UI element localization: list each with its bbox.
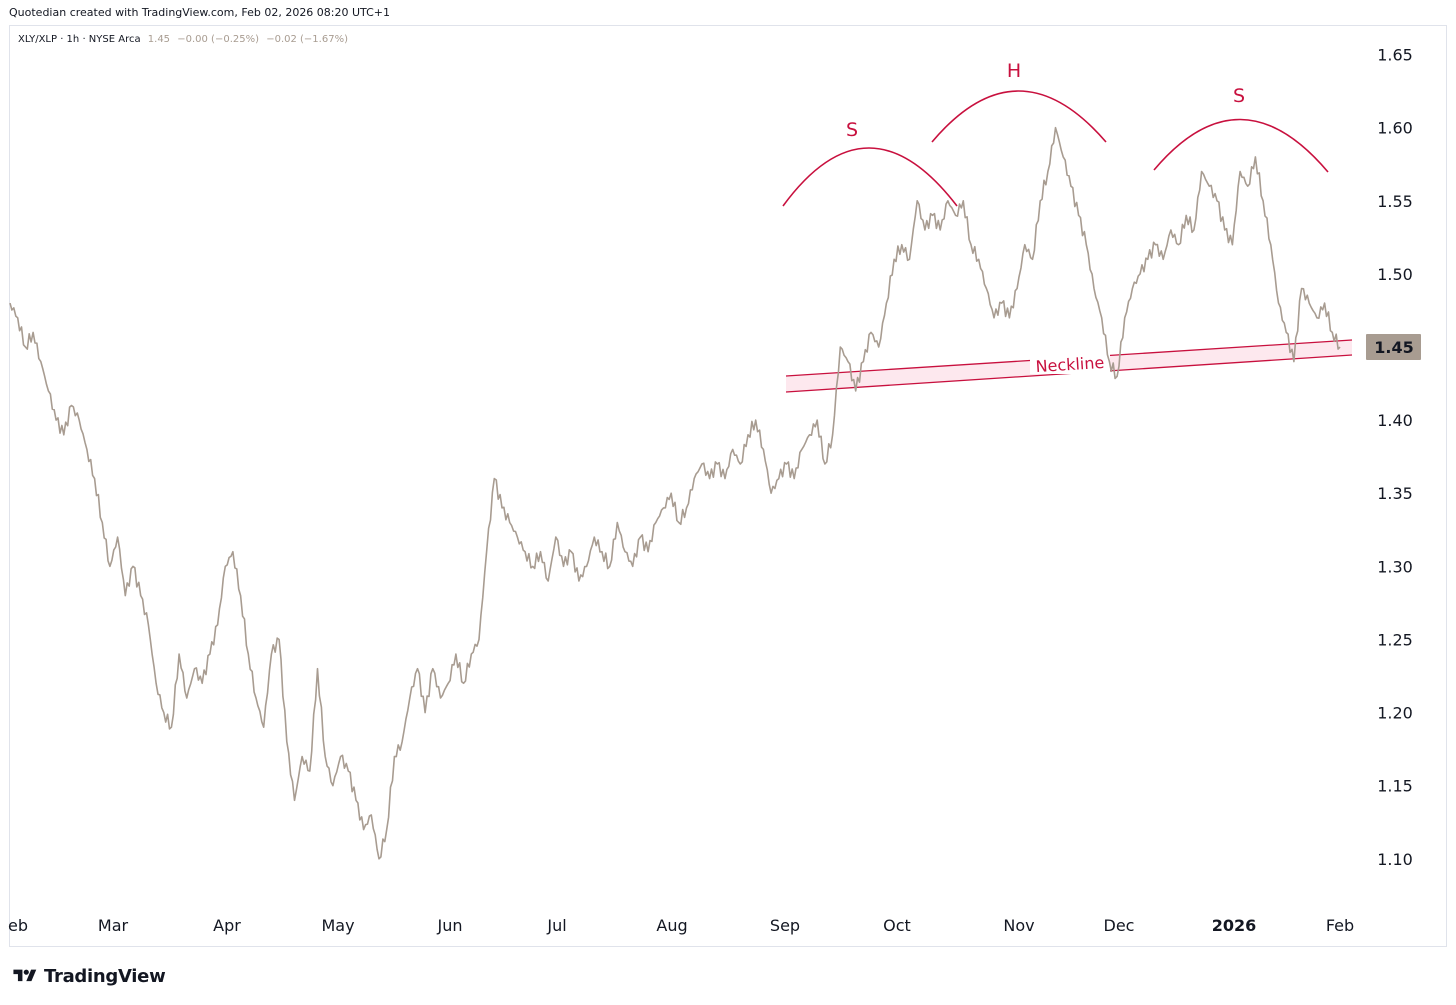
y-tick-label: 1.30 xyxy=(1377,557,1413,576)
change-value: −0.00 (−0.25%) xyxy=(177,34,260,45)
symbol-name: XLY/XLP · 1h · NYSE Arca xyxy=(18,34,141,45)
x-tick-label: Sep xyxy=(770,916,800,935)
neckline-label: Neckline xyxy=(1035,353,1105,376)
neckline-band: Neckline xyxy=(785,339,1353,393)
price-series xyxy=(9,126,1341,860)
price-line xyxy=(9,126,1341,860)
right-shoulder-label: S xyxy=(1233,85,1245,107)
neckline-label-bg xyxy=(1030,354,1110,374)
brand-name: TradingView xyxy=(44,965,166,987)
y-tick-label: 1.60 xyxy=(1377,119,1413,138)
y-tick-label: 1.65 xyxy=(1377,46,1413,65)
x-tick-label: Aug xyxy=(656,916,687,935)
last-value: 1.45 xyxy=(147,34,171,45)
x-tick-label: Feb xyxy=(1326,916,1354,935)
last-price-marker: 1.45 xyxy=(1366,334,1421,360)
symbol-legend[interactable]: XLY/XLP · 1h · NYSE Arca 1.45 −0.00 (−0.… xyxy=(18,34,352,45)
x-tick-label: Mar xyxy=(98,916,129,935)
x-tick-label: Oct xyxy=(883,916,911,935)
x-tick-label: Jul xyxy=(546,916,566,935)
head-label: H xyxy=(1007,60,1021,82)
x-tick-label: eb xyxy=(8,916,28,935)
x-tick-label: 2026 xyxy=(1212,916,1257,935)
head-arc xyxy=(931,90,1107,143)
y-axis[interactable]: 1.65 1.60 1.55 1.50 1.40 1.35 1.30 1.25 1.20 1.15… xyxy=(1377,46,1413,869)
tradingview-logo-icon xyxy=(13,969,37,982)
tradingview-brand[interactable]: TradingView xyxy=(12,964,166,988)
chart-credit: Quotedian created with TradingView.com, … xyxy=(9,6,391,19)
last-price-box xyxy=(1366,334,1421,360)
y-tick-label: 1.25 xyxy=(1377,631,1413,650)
x-tick-label: Apr xyxy=(213,916,241,935)
x-tick-label: Dec xyxy=(1104,916,1135,935)
left-shoulder-label: S xyxy=(846,119,858,141)
y-tick-label: 1.50 xyxy=(1377,265,1413,284)
left-shoulder-arc xyxy=(782,147,958,207)
x-tick-label: May xyxy=(321,916,354,935)
chart-frame xyxy=(9,25,1447,947)
x-tick-label: Nov xyxy=(1003,916,1034,935)
right-shoulder-arc xyxy=(1153,118,1329,173)
y-tick-label: 1.35 xyxy=(1377,484,1413,503)
y-tick-label: 1.10 xyxy=(1377,850,1413,869)
pattern-arcs: S H S xyxy=(782,60,1329,207)
y-tick-label: 1.15 xyxy=(1377,777,1413,796)
y-tick-label: 1.55 xyxy=(1377,192,1413,211)
y-tick-label: 1.20 xyxy=(1377,704,1413,723)
x-tick-label: Jun xyxy=(437,916,463,935)
last-price-label: 1.45 xyxy=(1374,338,1413,357)
change-value-2: −0.02 (−1.67%) xyxy=(266,34,348,45)
y-tick-label: 1.40 xyxy=(1377,411,1413,430)
x-axis[interactable]: eb Mar Apr May Jun Jul Aug Sep Oct Nov Dec 2026 Feb xyxy=(8,916,1354,935)
